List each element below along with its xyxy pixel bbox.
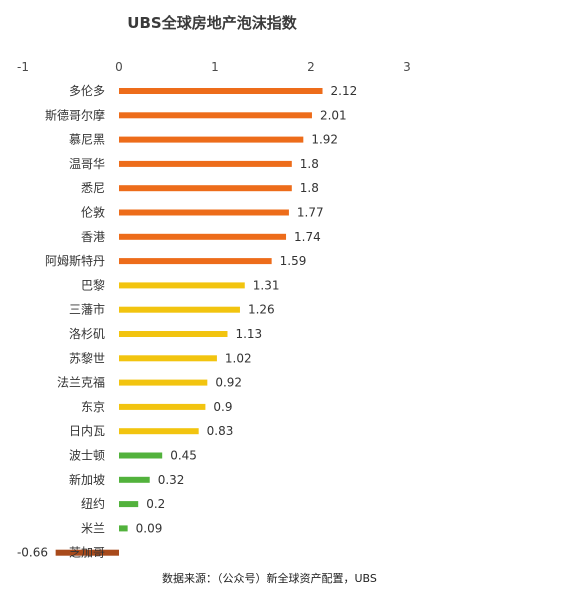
bar — [119, 209, 289, 216]
category-label: 芝加哥 — [69, 545, 105, 560]
value-label: 1.13 — [235, 327, 262, 341]
bar — [119, 525, 128, 532]
bar — [119, 112, 312, 119]
category-label: 斯德哥尔摩 — [45, 107, 105, 122]
category-label: 巴黎 — [81, 278, 105, 292]
value-label: 1.02 — [225, 351, 252, 365]
value-label: 0.83 — [207, 424, 234, 438]
chart-title: UBS全球房地产泡沫指数 — [127, 14, 297, 32]
category-label: 多伦多 — [69, 83, 105, 98]
bar — [119, 403, 206, 410]
bar — [119, 258, 272, 265]
category-label: 三藩市 — [69, 302, 105, 317]
category-labels: 多伦多斯德哥尔摩慕尼黑温哥华悉尼伦敦香港阿姆斯特丹巴黎三藩市洛杉矶苏黎世法兰克福… — [45, 83, 105, 560]
value-label: 0.2 — [146, 497, 165, 511]
value-label: -0.66 — [17, 546, 48, 560]
bar — [119, 136, 304, 143]
bar — [119, 306, 240, 313]
bar — [119, 88, 323, 94]
value-label: 2.01 — [320, 108, 347, 122]
value-label: 1.74 — [294, 230, 321, 244]
bar — [119, 282, 245, 289]
bar — [119, 476, 150, 483]
bar — [119, 379, 208, 386]
source-footnote: 数据来源：（公众号）新全球资产配置，UBS — [162, 571, 377, 585]
bar — [119, 501, 139, 508]
bar — [119, 185, 292, 192]
category-label: 日内瓦 — [69, 424, 105, 438]
bar — [119, 160, 292, 167]
value-label: 1.8 — [300, 157, 319, 171]
x-tick-label: 0 — [115, 60, 123, 74]
x-axis: -1 0 1 2 3 — [17, 60, 411, 74]
value-label: 2.12 — [331, 84, 358, 98]
category-label: 悉尼 — [81, 181, 105, 195]
category-label: 温哥华 — [69, 157, 105, 171]
category-label: 伦敦 — [81, 205, 105, 220]
category-label: 新加坡 — [69, 472, 105, 487]
category-label: 东京 — [81, 400, 105, 414]
bar — [119, 452, 163, 459]
value-label: 0.92 — [215, 376, 242, 390]
category-label: 阿姆斯特丹 — [45, 253, 105, 268]
value-label: 0.09 — [136, 521, 163, 535]
category-label: 苏黎世 — [69, 351, 105, 365]
value-label: 1.8 — [300, 181, 319, 195]
x-tick-label: 3 — [403, 60, 411, 74]
x-tick-label: -1 — [17, 60, 29, 74]
category-label: 法兰克福 — [57, 375, 105, 390]
value-label: 1.92 — [311, 133, 338, 147]
category-label: 纽约 — [81, 496, 105, 511]
value-label: 0.45 — [170, 449, 197, 463]
category-label: 波士顿 — [69, 449, 105, 463]
bar — [119, 428, 199, 435]
category-label: 洛杉矶 — [69, 326, 105, 341]
bar — [119, 331, 228, 337]
value-label: 1.59 — [280, 254, 307, 268]
value-label: 1.77 — [297, 206, 324, 220]
bar — [119, 355, 217, 362]
bar — [119, 233, 287, 240]
value-label: 1.31 — [253, 278, 280, 292]
value-labels: 2.12 2.01 1.92 1.8 1.8 1.77 1.74 1.591.31 1.26 1.… — [17, 84, 357, 560]
bars — [55, 88, 323, 556]
x-tick-label: 1 — [211, 60, 219, 74]
x-tick-label: 2 — [307, 60, 315, 74]
value-label: 1.26 — [248, 303, 275, 317]
value-label: 0.32 — [158, 473, 185, 487]
category-label: 香港 — [81, 230, 105, 244]
category-label: 米兰 — [81, 521, 105, 535]
bar — [55, 549, 119, 556]
category-label: 慕尼黑 — [69, 133, 105, 147]
value-label: 0.9 — [213, 400, 232, 414]
